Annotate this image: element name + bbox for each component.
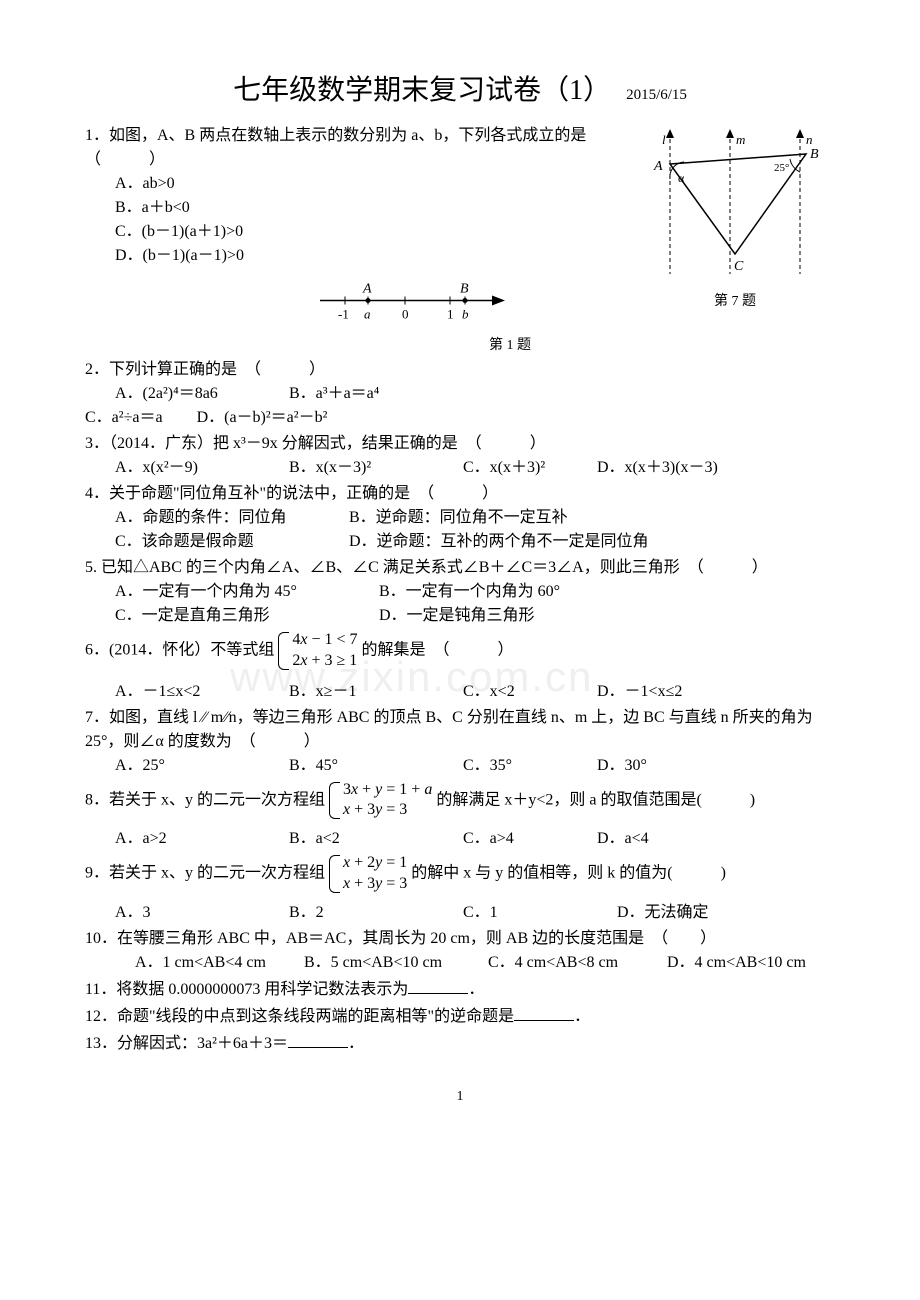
question-11: 11．将数据 0.0000000073 用科学记数法表示为．	[85, 977, 835, 1002]
angle-alpha: α	[678, 171, 685, 185]
page-date: 2015/6/15	[626, 87, 687, 103]
q6-optA: A．－1≤x<2	[115, 680, 285, 704]
q5-optB: B．一定有一个内角为 60°	[379, 580, 560, 604]
q3-optA: A．x(x²－9)	[115, 456, 285, 480]
q9-stem-pre: 9．若关于 x、y 的二元一次方程组	[85, 865, 325, 882]
q5-optC: C．一定是直角三角形	[115, 604, 375, 628]
q6-optC: C．x<2	[463, 680, 593, 704]
q7-optB: B．45°	[289, 754, 459, 778]
question-2: 2．下列计算正确的是 （ ） A．(2a²)⁴＝8a6 B．a³＋a＝a⁴ C．…	[85, 358, 835, 430]
q8-optC: C．a>4	[463, 827, 593, 851]
question-7: 7．如图，直线 l ∕∕ m∕∕n，等边三角形 ABC 的顶点 B、C 分别在直…	[85, 706, 835, 778]
page-number: 1	[85, 1086, 835, 1107]
question-9: 9．若关于 x、y 的二元一次方程组 x + 2y = 1 x + 3y = 3…	[85, 853, 835, 925]
tick-0: 0	[402, 307, 409, 322]
q4-stem: 4．关于命题"同位角互补"的说法中，正确的是 （ ）	[85, 482, 835, 506]
q5-stem: 5. 已知△ABC 的三个内角∠A、∠B、∠C 满足关系式∠B＋∠C＝3∠A，则…	[85, 556, 835, 580]
q4-optA: A．命题的条件：同位角	[115, 506, 345, 530]
line-label-l: l	[662, 132, 666, 147]
q2-optC: C．a²÷a＝a	[85, 409, 163, 426]
q3-optC: C．x(x＋3)²	[463, 456, 593, 480]
q8-stem-pre: 8．若关于 x、y 的二元一次方程组	[85, 791, 325, 808]
line-label-n: n	[806, 132, 813, 147]
q11-blank	[408, 977, 468, 994]
q5-optA: A．一定有一个内角为 45°	[115, 580, 375, 604]
q2-optA: A．(2a²)⁴＝8a6	[115, 382, 285, 406]
q9-optA: A．3	[115, 901, 285, 925]
q13-stem: 13．分解因式：3a²＋6a＋3＝	[85, 1035, 288, 1052]
q9-optB: B．2	[289, 901, 459, 925]
angle-25: 25°	[774, 162, 789, 174]
q2-stem: 2．下列计算正确的是 （ ）	[85, 358, 835, 382]
q8-system: 3x + y = 1 + a x + 3y = 3	[329, 780, 432, 822]
q3-optB: B．x(x－3)²	[289, 456, 459, 480]
q1-optC: C．(b－1)(a＋1)>0	[115, 220, 455, 244]
q11-stem: 11．将数据 0.0000000073 用科学记数法表示为	[85, 981, 408, 998]
q7-optC: C．35°	[463, 754, 593, 778]
q4-optB: B．逆命题：同位角不一定互补	[349, 506, 568, 530]
q13-blank	[288, 1031, 348, 1048]
vertex-C: C	[734, 259, 744, 274]
figure-q1-caption: 第 1 题	[185, 335, 835, 356]
q12-blank	[514, 1004, 574, 1021]
q10-optC: C．4 cm<AB<8 cm	[488, 951, 663, 975]
q8-optD: D．a<4	[597, 827, 767, 851]
q9-system: x + 2y = 1 x + 3y = 3	[329, 853, 407, 895]
q6-system: 4x − 1 < 7 2x + 3 ≥ 1	[278, 630, 357, 672]
q5-optD: D．一定是钝角三角形	[379, 604, 535, 628]
q9-optD: D．无法确定	[617, 901, 787, 925]
q8-optB: B．a<2	[289, 827, 459, 851]
q7-optD: D．30°	[597, 754, 767, 778]
q3-optD: D．x(x＋3)(x－3)	[597, 456, 767, 480]
q6-stem-post: 的解集是 （ ）	[362, 641, 514, 658]
tick-a: a	[364, 307, 371, 322]
q6-optB: B．x≥－1	[289, 680, 459, 704]
q7-stem: 7．如图，直线 l ∕∕ m∕∕n，等边三角形 ABC 的顶点 B、C 分别在直…	[85, 706, 835, 754]
page-title: 七年级数学期末复习试卷（1）	[233, 75, 611, 106]
q1-optD: D．(b－1)(a－1)>0	[115, 244, 455, 268]
question-5: 5. 已知△ABC 的三个内角∠A、∠B、∠C 满足关系式∠B＋∠C＝3∠A，则…	[85, 556, 835, 628]
q8-stem-post: 的解满足 x＋y<2，则 a 的取值范围是( )	[436, 791, 755, 808]
q9-optC: C．1	[463, 901, 613, 925]
vertex-B: B	[810, 147, 819, 162]
question-10: 10．在等腰三角形 ABC 中，AB＝AC，其周长为 20 cm，则 AB 边的…	[85, 927, 835, 975]
q7-optA: A．25°	[115, 754, 285, 778]
tick-neg1: -1	[338, 307, 349, 322]
q9-stem-post: 的解中 x 与 y 的值相等，则 k 的值为( )	[411, 865, 726, 882]
q10-optB: B．5 cm<AB<10 cm	[304, 951, 484, 975]
question-4: 4．关于命题"同位角互补"的说法中，正确的是 （ ） A．命题的条件：同位角 B…	[85, 482, 835, 554]
q10-stem: 10．在等腰三角形 ABC 中，AB＝AC，其周长为 20 cm，则 AB 边的…	[85, 927, 835, 951]
q2-optD: D．(a－b)²＝a²－b²	[197, 409, 328, 426]
q1-optB: B．a＋b<0	[115, 196, 455, 220]
q1-optA: A．ab>0	[115, 172, 455, 196]
q6-stem-pre: 6．(2014．怀化）不等式组	[85, 641, 274, 658]
point-A: A	[362, 282, 372, 297]
q2-optB: B．a³＋a＝a⁴	[289, 382, 379, 406]
q8-optA: A．a>2	[115, 827, 285, 851]
question-13: 13．分解因式：3a²＋6a＋3＝．	[85, 1031, 835, 1056]
question-6: 6．(2014．怀化）不等式组 4x − 1 < 7 2x + 3 ≥ 1 的解…	[85, 630, 835, 704]
tick-b: b	[462, 307, 469, 322]
q10-optA: A．1 cm<AB<4 cm	[135, 951, 300, 975]
question-12: 12．命题"线段的中点到这条线段两端的距离相等"的逆命题是．	[85, 1004, 835, 1029]
tick-1: 1	[447, 307, 454, 322]
question-3: 3．（2014．广东）把 x³－9x 分解因式，结果正确的是 （ ） A．x(x…	[85, 432, 835, 480]
q4-optC: C．该命题是假命题	[115, 530, 345, 554]
q10-optD: D．4 cm<AB<10 cm	[667, 951, 806, 975]
q12-stem: 12．命题"线段的中点到这条线段两端的距离相等"的逆命题是	[85, 1008, 514, 1025]
point-B: B	[460, 282, 469, 297]
vertex-A: A	[653, 159, 663, 174]
figure-q7: l m n A B C α 25° 第 7 题	[635, 124, 835, 312]
line-label-m: m	[736, 132, 745, 147]
q6-optD: D．－1<x≤2	[597, 680, 767, 704]
figure-q7-caption: 第 7 题	[635, 291, 835, 312]
q4-optD: D．逆命题：互补的两个角不一定是同位角	[349, 530, 649, 554]
question-8: 8．若关于 x、y 的二元一次方程组 3x + y = 1 + a x + 3y…	[85, 780, 835, 852]
q3-stem: 3．（2014．广东）把 x³－9x 分解因式，结果正确的是 （ ）	[85, 432, 835, 456]
